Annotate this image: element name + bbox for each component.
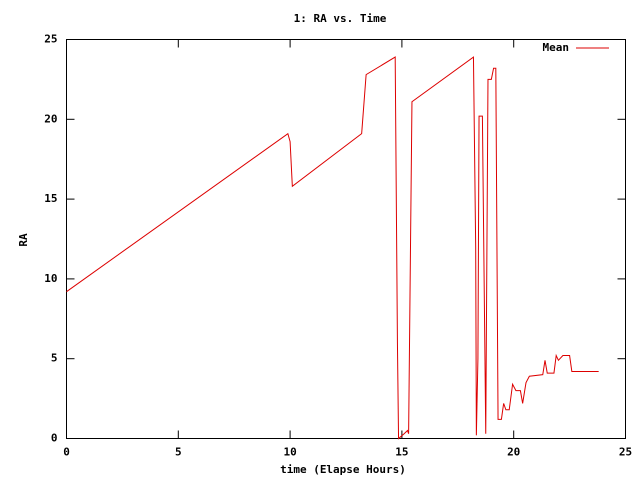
x-tick-label: 0 [63,446,70,459]
x-tick-label: 15 [395,446,408,459]
y-tick-label: 15 [44,192,57,205]
plot-frame [66,39,626,439]
x-axis-label: time (Elapse Hours) [280,463,406,476]
y-tick-label: 0 [51,432,58,445]
data-line [66,56,599,440]
y-tick-label: 5 [51,352,58,365]
legend-label: Mean [543,41,570,54]
x-tick-label: 20 [507,446,520,459]
y-axis-label: RA [17,233,30,247]
x-tick-label: 5 [175,446,182,459]
x-tick-label: 10 [283,446,296,459]
y-tick-label: 10 [44,272,57,285]
x-tick-label: 25 [619,446,632,459]
y-tick-label: 20 [44,112,57,125]
y-tick-label: 25 [44,33,57,46]
chart-title: 1: RA vs. Time [294,12,387,25]
